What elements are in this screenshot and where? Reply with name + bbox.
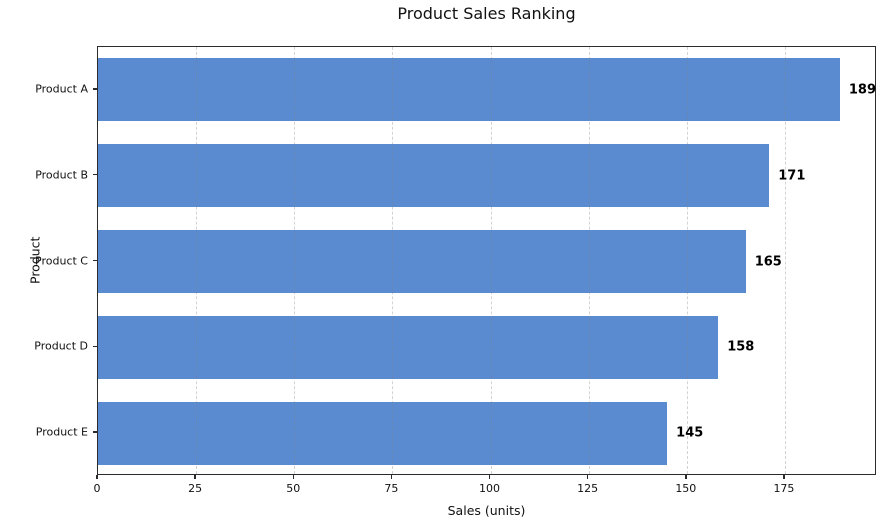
gridline-x-25 xyxy=(196,47,198,474)
gridline-x-100 xyxy=(490,47,492,474)
bar-product-a xyxy=(98,58,840,122)
plot-area: 189 171 165 158 145 xyxy=(97,46,876,475)
x-tick-mark xyxy=(390,475,393,479)
bar-value-label: 145 xyxy=(676,425,704,441)
bar-product-b xyxy=(98,144,770,208)
gridline-x-175 xyxy=(784,47,786,474)
gridline-x-75 xyxy=(392,47,394,474)
x-tick-mark xyxy=(586,475,589,479)
gridline-x-50 xyxy=(294,47,296,474)
x-tick-mark xyxy=(685,475,687,479)
x-tick-mark xyxy=(488,475,491,479)
x-tick-label: 150 xyxy=(675,482,697,495)
x-tick-mark xyxy=(96,475,98,479)
y-tick-label: Product A xyxy=(35,82,88,96)
y-tick-label: Product D xyxy=(34,339,88,353)
x-axis-label: Sales (units) xyxy=(447,503,526,518)
x-tick-label: 175 xyxy=(773,482,795,495)
x-tick-label: 25 xyxy=(188,482,203,495)
y-tick-mark xyxy=(93,431,97,433)
gridline-x-125 xyxy=(588,47,590,474)
bar-product-c xyxy=(98,230,746,293)
bar-value-label: 165 xyxy=(754,254,782,269)
bar-value-label: 189 xyxy=(848,82,877,98)
y-tick-label: Product B xyxy=(35,168,88,182)
bar-value-label: 158 xyxy=(727,339,755,355)
x-tick-mark xyxy=(194,475,196,479)
y-tick-mark xyxy=(93,88,97,90)
x-tick-label: 125 xyxy=(577,482,599,495)
y-tick-mark xyxy=(93,345,97,348)
bar-product-d xyxy=(98,315,719,379)
bar-product-e xyxy=(98,401,668,465)
y-tick-label: Product C xyxy=(35,254,88,267)
y-tick-mark xyxy=(93,173,97,176)
bar-value-label: 171 xyxy=(778,168,806,184)
x-tick-label: 50 xyxy=(286,482,301,495)
x-tick-label: 100 xyxy=(479,482,501,495)
x-tick-mark xyxy=(783,475,785,479)
chart-title: Product Sales Ranking xyxy=(397,4,576,23)
y-tick-mark xyxy=(93,259,97,262)
x-tick-label: 75 xyxy=(384,482,399,495)
x-tick-label: 0 xyxy=(93,482,101,495)
gridline-x-150 xyxy=(686,47,688,474)
y-tick-label: Product E xyxy=(35,425,88,439)
x-tick-mark xyxy=(292,475,295,479)
